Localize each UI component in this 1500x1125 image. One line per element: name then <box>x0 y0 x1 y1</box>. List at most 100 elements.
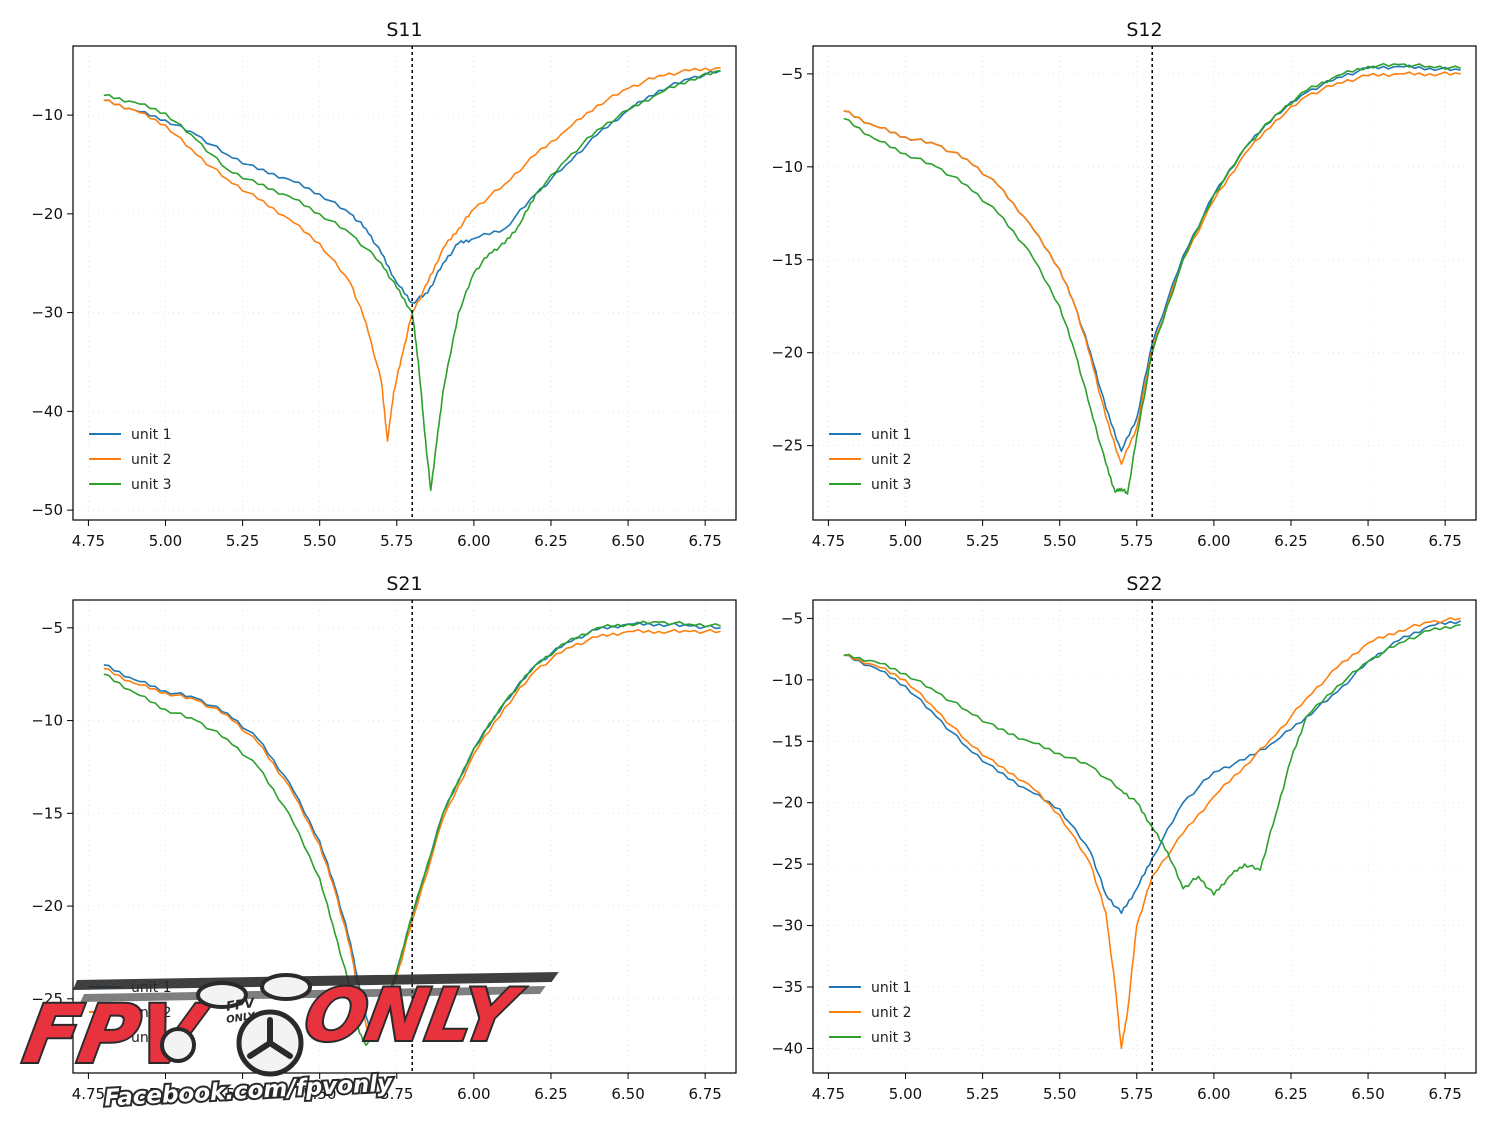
y-tick-label: −10 <box>771 671 803 689</box>
fpv-only-watermark: FPV ONLY FPV ONLY Facebook.com/fpvonly <box>15 972 559 1114</box>
y-tick-label: −15 <box>771 251 803 269</box>
x-tick-label: 4.75 <box>72 532 105 550</box>
badge-rotor <box>196 981 248 1009</box>
y-tick-label: −30 <box>31 304 63 322</box>
y-tick-label: −20 <box>31 205 63 223</box>
y-tick-label: −10 <box>771 158 803 176</box>
x-tick-label: 6.00 <box>1197 1085 1230 1103</box>
x-tick-label: 6.50 <box>1351 532 1384 550</box>
axes-frame <box>812 45 1477 521</box>
legend-label: unit 1 <box>871 980 911 996</box>
legend-label: unit 2 <box>131 452 171 468</box>
watermark-stripe <box>72 972 559 990</box>
plot-area <box>73 46 736 520</box>
x-tick-label: 4.75 <box>812 1085 845 1103</box>
watermark-badge-top: FPV <box>225 996 256 1015</box>
x-tick-label: 5.00 <box>889 532 922 550</box>
subplot-s22: 4.75 5.00 5.25 5.50 5.75 6.00 6.25 6.50 6.75 −5 −1… <box>771 573 1477 1103</box>
x-tick-label: 4.75 <box>72 1085 105 1103</box>
watermark-badge-bottom: ONLY <box>226 1011 258 1026</box>
x-tick-label: 5.75 <box>380 532 413 550</box>
x-tick-label: 6.25 <box>534 1085 567 1103</box>
y-tick-label: −35 <box>771 978 803 996</box>
y-tick-label: −40 <box>31 402 63 420</box>
x-tick-label: 5.25 <box>226 1085 259 1103</box>
axes-frame <box>812 599 1477 1074</box>
x-tick-label: 5.00 <box>149 1085 182 1103</box>
y-tick-label: −50 <box>31 501 63 519</box>
watermark-drone-badge: FPV ONLY <box>160 973 312 1077</box>
watermark-brand-right: ONLY <box>298 975 527 1058</box>
series-line-unit-3 <box>103 69 721 492</box>
y-tick-label: −30 <box>771 917 803 935</box>
legend-label: unit 3 <box>871 477 911 493</box>
y-tick-label: −25 <box>31 990 63 1008</box>
x-tick-label: 5.00 <box>889 1085 922 1103</box>
x-tick-label: 6.75 <box>688 532 721 550</box>
x-tick-label: 5.50 <box>303 532 336 550</box>
x-tick-label: 5.25 <box>966 532 999 550</box>
legend-label: unit 3 <box>131 477 171 493</box>
legend-label: unit 2 <box>131 1005 171 1021</box>
x-tick-label: 6.50 <box>611 532 644 550</box>
y-tick-label: −20 <box>31 897 63 915</box>
series-line-unit-2 <box>103 628 721 1037</box>
x-tick-label: 5.75 <box>1120 532 1153 550</box>
badge-propeller <box>247 1017 293 1059</box>
plot-area <box>813 46 1476 520</box>
series-line-unit-3 <box>843 623 1461 896</box>
series-line-unit-2 <box>103 66 721 442</box>
y-tick-label: −10 <box>31 106 63 124</box>
x-tick-label: 5.50 <box>303 1085 336 1103</box>
series-line-unit-1 <box>103 69 721 304</box>
x-tick-label: 6.75 <box>1428 1085 1461 1103</box>
y-tick-label: −15 <box>31 804 63 822</box>
series-line-unit-3 <box>843 62 1461 495</box>
subplot-s12: 4.75 5.00 5.25 5.50 5.75 6.00 6.25 6.50 6.75 −5 −1… <box>771 19 1477 550</box>
series-line-unit-3 <box>103 620 721 1046</box>
x-tick-label: 4.75 <box>812 532 845 550</box>
y-tick-label: −20 <box>771 344 803 362</box>
legend-label: unit 2 <box>871 1005 911 1021</box>
y-tick-label: −25 <box>771 437 803 455</box>
axes-frame <box>72 45 737 521</box>
y-tick-label: −40 <box>771 1039 803 1057</box>
x-tick-label: 6.75 <box>688 1085 721 1103</box>
y-tick-label: −5 <box>781 65 803 83</box>
subplot-title: S22 <box>1126 573 1162 595</box>
x-tick-label: 5.50 <box>1043 1085 1076 1103</box>
series-line-unit-1 <box>843 620 1461 915</box>
badge-rotor <box>260 973 312 1001</box>
y-tick-label: −20 <box>771 794 803 812</box>
legend-label: unit 1 <box>871 427 911 443</box>
axes-frame <box>72 599 737 1074</box>
x-tick-label: 6.50 <box>611 1085 644 1103</box>
subplot-title: S21 <box>386 573 422 595</box>
legend-label: unit 2 <box>871 452 911 468</box>
x-tick-label: 5.75 <box>380 1085 413 1103</box>
plot-area <box>813 600 1476 1073</box>
x-tick-label: 5.25 <box>226 532 259 550</box>
subplot-s11: 4.75 5.00 5.25 5.50 5.75 6.00 6.25 6.50 6.75 −10 −… <box>31 19 737 550</box>
y-tick-label: −5 <box>781 609 803 627</box>
x-tick-label: 6.75 <box>1428 532 1461 550</box>
x-tick-label: 6.50 <box>1351 1085 1384 1103</box>
x-tick-label: 6.00 <box>457 1085 490 1103</box>
x-tick-label: 6.25 <box>1274 532 1307 550</box>
subplot-title: S11 <box>386 19 422 41</box>
subplot-title: S12 <box>1126 19 1162 41</box>
y-tick-label: −10 <box>31 712 63 730</box>
y-tick-label: −25 <box>771 855 803 873</box>
x-tick-label: 6.00 <box>1197 532 1230 550</box>
x-tick-label: 5.00 <box>149 532 182 550</box>
y-tick-label: −5 <box>41 619 63 637</box>
x-tick-label: 5.50 <box>1043 532 1076 550</box>
x-tick-label: 5.25 <box>966 1085 999 1103</box>
legend-label: unit 1 <box>131 427 171 443</box>
badge-rotor <box>160 1027 196 1063</box>
x-tick-label: 5.75 <box>1120 1085 1153 1103</box>
y-tick-label: −15 <box>771 732 803 750</box>
x-tick-label: 6.25 <box>534 532 567 550</box>
x-tick-label: 6.25 <box>1274 1085 1307 1103</box>
